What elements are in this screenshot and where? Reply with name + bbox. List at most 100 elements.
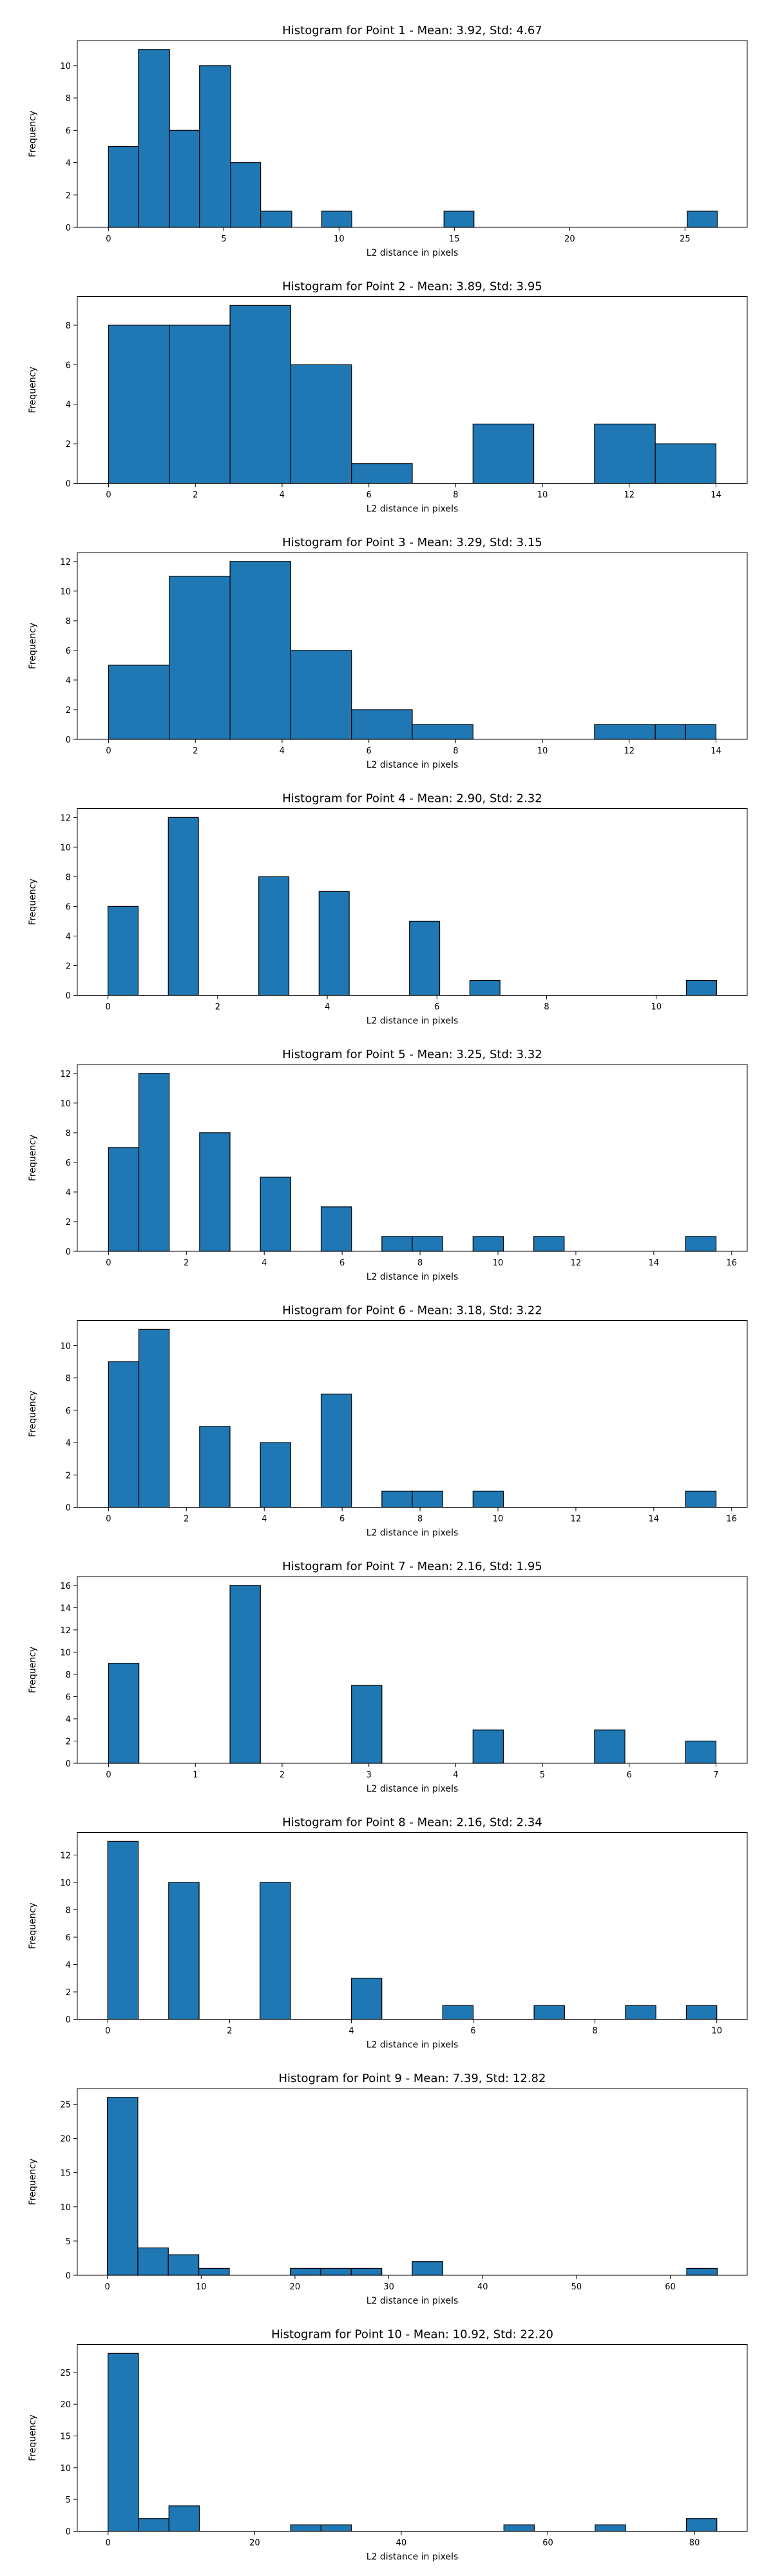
y-tick-label: 4 bbox=[66, 159, 71, 169]
x-tick-label: 12 bbox=[624, 746, 635, 756]
x-tick-label: 6 bbox=[367, 746, 372, 756]
histogram-bar bbox=[167, 2254, 200, 2276]
x-tick-label: 8 bbox=[453, 491, 458, 500]
x-tick-label: 8 bbox=[417, 1515, 423, 1524]
histogram-bar bbox=[685, 1236, 717, 1252]
plot-frame bbox=[77, 1576, 748, 1764]
histogram-bar bbox=[654, 443, 717, 484]
x-axis-label: L2 distance in pixels bbox=[367, 1016, 459, 1027]
histogram-bar bbox=[138, 1073, 170, 1252]
x-tick-label: 2 bbox=[193, 491, 198, 500]
x-tick-label: 0 bbox=[106, 234, 111, 244]
chart-title: Histogram for Point 8 - Mean: 2.16, Std:… bbox=[282, 1816, 542, 1830]
y-tick-label: 8 bbox=[66, 321, 71, 331]
histogram-bar bbox=[229, 561, 291, 740]
chart-title: Histogram for Point 1 - Mean: 3.92, Std:… bbox=[282, 24, 542, 37]
x-axis-label: L2 distance in pixels bbox=[367, 2040, 459, 2050]
y-tick-label: 10 bbox=[60, 587, 71, 597]
y-tick-label: 10 bbox=[60, 62, 71, 71]
histogram-bar bbox=[594, 1729, 625, 1764]
histogram-panel-9: Histogram for Point 9 - Mean: 7.39, Std:… bbox=[28, 2072, 748, 2306]
x-tick-label: 12 bbox=[624, 491, 635, 500]
histogram-bar bbox=[260, 1442, 291, 1508]
y-tick-label: 0 bbox=[66, 2271, 71, 2281]
histogram-bar bbox=[594, 724, 656, 740]
y-tick-label: 2 bbox=[66, 706, 71, 715]
y-tick-label: 10 bbox=[60, 1341, 71, 1351]
x-tick-label: 0 bbox=[106, 2539, 111, 2548]
histogram-bar bbox=[138, 2518, 169, 2532]
histogram-bar bbox=[321, 211, 352, 228]
y-tick-label: 10 bbox=[60, 1879, 71, 1888]
histogram-bar bbox=[350, 2268, 383, 2276]
histogram-bar bbox=[412, 1236, 443, 1252]
histogram-bar bbox=[169, 129, 200, 228]
y-tick-label: 4 bbox=[66, 1439, 71, 1448]
x-tick-label: 8 bbox=[544, 1003, 549, 1012]
y-tick-label: 8 bbox=[66, 1906, 71, 1916]
x-tick-label: 0 bbox=[106, 1258, 111, 1268]
histogram-bar bbox=[351, 709, 413, 740]
x-tick-label: 40 bbox=[396, 2539, 407, 2548]
x-tick-label: 6 bbox=[434, 1003, 439, 1012]
x-tick-label: 0 bbox=[106, 746, 111, 756]
y-tick-label: 2 bbox=[66, 440, 71, 450]
y-tick-label: 0 bbox=[66, 1247, 71, 1257]
x-tick-label: 2 bbox=[184, 1515, 189, 1524]
x-tick-label: 20 bbox=[564, 234, 575, 244]
plot-frame bbox=[77, 40, 748, 228]
histogram-bar bbox=[108, 665, 170, 740]
x-tick-label: 16 bbox=[727, 1258, 738, 1268]
histogram-bar bbox=[654, 724, 686, 740]
y-tick-label: 6 bbox=[66, 1406, 71, 1416]
y-tick-label: 6 bbox=[66, 361, 71, 370]
chart-title: Histogram for Point 6 - Mean: 3.18, Std:… bbox=[282, 1304, 542, 1318]
y-tick-label: 12 bbox=[60, 1626, 71, 1636]
y-tick-label: 5 bbox=[66, 2496, 71, 2505]
y-axis-label: Frequency bbox=[28, 878, 38, 925]
x-axis-label: L2 distance in pixels bbox=[367, 1528, 459, 1539]
y-axis-label: Frequency bbox=[28, 1135, 38, 1181]
x-tick-label: 10 bbox=[537, 746, 548, 756]
y-tick-label: 15 bbox=[60, 2169, 71, 2179]
histogram-bar bbox=[442, 2005, 474, 2020]
histogram-bar bbox=[199, 1132, 231, 1252]
histogram-bar bbox=[199, 65, 231, 228]
histogram-bar bbox=[169, 576, 231, 740]
histogram-bar bbox=[687, 211, 718, 228]
histogram-bar bbox=[533, 1236, 565, 1252]
x-tick-label: 6 bbox=[339, 1515, 345, 1524]
histogram-panel-3: Histogram for Point 3 - Mean: 3.29, Std:… bbox=[28, 536, 748, 770]
histogram-bar bbox=[168, 1882, 200, 2020]
histogram-panel-10: Histogram for Point 10 - Mean: 10.92, St… bbox=[28, 2328, 748, 2562]
y-tick-label: 0 bbox=[66, 735, 71, 745]
histogram-bar bbox=[320, 1394, 352, 1508]
x-tick-label: 14 bbox=[649, 1515, 660, 1524]
histogram-bar bbox=[594, 423, 656, 484]
x-tick-label: 10 bbox=[651, 1003, 662, 1012]
y-tick-label: 4 bbox=[66, 1188, 71, 1198]
x-axis-label: L2 distance in pixels bbox=[367, 760, 459, 770]
y-axis-label: Frequency bbox=[28, 1390, 38, 1437]
x-tick-label: 10 bbox=[196, 2282, 207, 2292]
x-tick-label: 25 bbox=[680, 234, 691, 244]
chart-title: Histogram for Point 10 - Mean: 10.92, St… bbox=[271, 2328, 553, 2342]
histogram-bar bbox=[138, 49, 170, 228]
histogram-bar bbox=[198, 2268, 230, 2276]
y-tick-label: 12 bbox=[60, 1070, 71, 1079]
x-tick-label: 14 bbox=[649, 1258, 660, 1268]
x-tick-label: 10 bbox=[711, 2027, 722, 2036]
y-tick-label: 2 bbox=[66, 961, 71, 971]
y-tick-label: 20 bbox=[60, 2400, 71, 2410]
x-tick-label: 60 bbox=[665, 2282, 676, 2292]
histogram-bar bbox=[108, 2353, 139, 2532]
y-tick-label: 10 bbox=[60, 843, 71, 853]
x-axis-label: L2 distance in pixels bbox=[367, 2552, 459, 2562]
plot-frame bbox=[77, 2344, 748, 2532]
x-tick-label: 12 bbox=[571, 1515, 582, 1524]
x-tick-label: 30 bbox=[383, 2282, 394, 2292]
x-tick-label: 80 bbox=[689, 2539, 700, 2548]
x-tick-label: 20 bbox=[290, 2282, 301, 2292]
histogram-bar bbox=[107, 2097, 138, 2276]
y-tick-label: 2 bbox=[66, 1737, 71, 1747]
